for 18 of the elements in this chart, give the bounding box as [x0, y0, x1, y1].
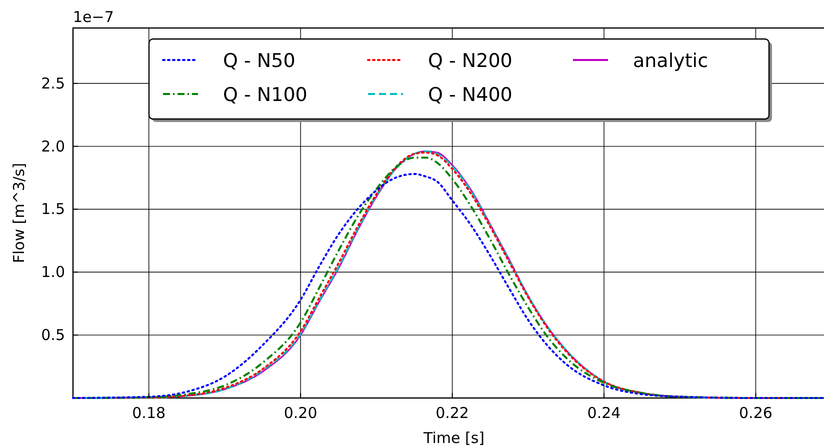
- x-axis-title: Time [s]: [422, 429, 484, 447]
- y-tick-label: 1.0: [41, 263, 65, 282]
- y-tick-label: 2.5: [41, 74, 65, 92]
- x-tick-label: 0.22: [436, 404, 469, 422]
- legend-label: Q - N100: [223, 84, 308, 106]
- legend-label: Q - N400: [428, 84, 512, 106]
- y-tick-label: 2.0: [41, 137, 65, 156]
- x-tick-label: 0.26: [739, 404, 772, 422]
- y-tick-label: 1.5: [41, 200, 65, 218]
- y-tick-label: 0.5: [41, 326, 65, 344]
- y-axis-title: Flow [m^3/s]: [10, 162, 28, 264]
- text: 1e−7: [73, 8, 114, 26]
- x-tick-label: 0.18: [132, 404, 166, 422]
- x-tick-label: 0.20: [284, 404, 318, 422]
- legend-label: Q - N50: [223, 50, 296, 72]
- legend-label: analytic: [633, 50, 708, 72]
- legend-label: Q - N200: [428, 50, 512, 72]
- x-tick-label: 0.24: [587, 404, 621, 422]
